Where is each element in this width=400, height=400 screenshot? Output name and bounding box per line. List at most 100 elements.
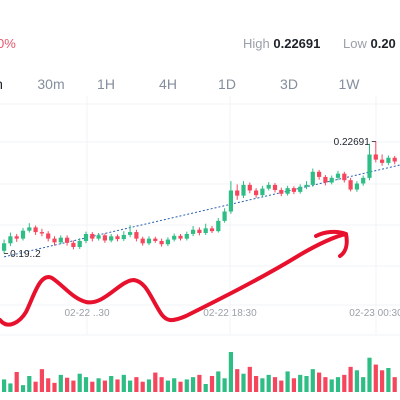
- candle: [342, 171, 347, 183]
- candle-body: [216, 220, 221, 232]
- volume-bar: [153, 372, 158, 392]
- candle-body: [153, 238, 158, 241]
- volume-bar: [342, 374, 347, 392]
- candle-body: [96, 235, 101, 239]
- volume-bar: [27, 376, 32, 392]
- candle-body: [380, 159, 385, 163]
- candle: [203, 223, 208, 235]
- volume-bar: [140, 381, 145, 392]
- candles-group: [2, 141, 397, 254]
- volume-bar: [71, 380, 76, 392]
- candle: [8, 232, 13, 247]
- candle: [90, 232, 95, 242]
- candle-body: [71, 242, 76, 248]
- candle: [165, 237, 170, 247]
- candle-body: [191, 229, 196, 234]
- candle: [33, 225, 38, 235]
- candle: [65, 235, 70, 246]
- volume-bar: [134, 377, 139, 392]
- tab-1d[interactable]: 1D: [218, 76, 236, 92]
- candle: [209, 226, 215, 234]
- candle: [216, 218, 221, 233]
- candle-body: [46, 233, 51, 239]
- volume-bar: [165, 380, 170, 392]
- candle: [373, 141, 378, 163]
- candle-body: [247, 184, 252, 191]
- candle-body: [77, 240, 82, 248]
- time-axis: 02-22 ..30 02-22 18:30 02-23 00:30: [64, 308, 400, 319]
- candle-body: [140, 238, 145, 244]
- volume-bar: [361, 377, 366, 392]
- candle-body: [298, 186, 303, 192]
- candle: [58, 235, 63, 245]
- candle: [128, 225, 133, 238]
- volume-bar: [39, 369, 44, 392]
- volume-bar: [115, 379, 120, 392]
- high-value: 0.22691: [273, 36, 321, 51]
- candle: [354, 181, 359, 192]
- volume-bars-group: [2, 352, 397, 392]
- volume-bar: [298, 374, 303, 392]
- candle-body: [159, 240, 164, 245]
- candle-body: [134, 232, 139, 239]
- candle: [361, 175, 366, 186]
- candle-body: [335, 173, 341, 178]
- percent-change: 0%: [0, 36, 16, 51]
- candle: [241, 181, 246, 198]
- candle: [184, 231, 189, 241]
- candle-body: [254, 190, 259, 196]
- candle-body: [83, 233, 89, 241]
- high-stat: High 0.22691: [243, 36, 320, 51]
- volume-bar: [392, 377, 397, 392]
- volume-bar: [33, 381, 38, 392]
- volume-bar: [285, 371, 290, 392]
- candle: [228, 181, 233, 214]
- candle-body: [310, 171, 315, 185]
- low-stat: Low 0.20: [343, 36, 396, 51]
- candle-body: [20, 230, 26, 239]
- candle-body: [386, 157, 391, 163]
- candle-body: [317, 171, 322, 177]
- candle: [121, 231, 126, 241]
- candle: [39, 228, 44, 237]
- hand-drawn-arrow-annotation: [0, 229, 349, 327]
- candle-body: [2, 243, 7, 251]
- candle: [386, 155, 391, 166]
- candle-body: [222, 211, 227, 221]
- candle-body: [367, 154, 372, 178]
- candle-body: [209, 228, 215, 232]
- candle-body: [65, 237, 70, 243]
- tab-interval-partial[interactable]: n: [0, 76, 3, 92]
- candle-body: [203, 228, 208, 234]
- volume-bar: [386, 368, 391, 392]
- candle: [159, 238, 164, 247]
- high-label: High: [243, 36, 270, 51]
- candle-body: [197, 229, 202, 234]
- candle: [348, 177, 353, 192]
- candle-body: [128, 232, 133, 235]
- volume-bar: [191, 377, 196, 392]
- tab-30m[interactable]: 30m: [37, 76, 65, 92]
- chart-grid: [0, 96, 400, 336]
- volume-bar: [216, 371, 221, 392]
- interval-tabs: n 30m 1H 4H 1D 3D 1W: [0, 76, 400, 96]
- candle: [298, 184, 303, 194]
- candle-body: [172, 235, 177, 240]
- candle-body: [184, 233, 189, 239]
- tab-4h[interactable]: 4H: [159, 76, 177, 92]
- candle: [247, 182, 252, 194]
- volume-bar: [279, 380, 284, 392]
- candle-body: [272, 184, 278, 191]
- candle-body: [361, 177, 366, 184]
- volume-bar: [235, 369, 240, 392]
- volume-bar: [329, 379, 334, 392]
- volume-bar: [209, 376, 215, 392]
- candle-body: [14, 236, 19, 239]
- volume-bar: [96, 378, 101, 392]
- candle-body: [354, 183, 359, 190]
- tab-1w[interactable]: 1W: [338, 76, 360, 92]
- tab-3d[interactable]: 3D: [280, 76, 298, 92]
- tab-1h[interactable]: 1H: [97, 76, 115, 92]
- candle: [109, 233, 114, 243]
